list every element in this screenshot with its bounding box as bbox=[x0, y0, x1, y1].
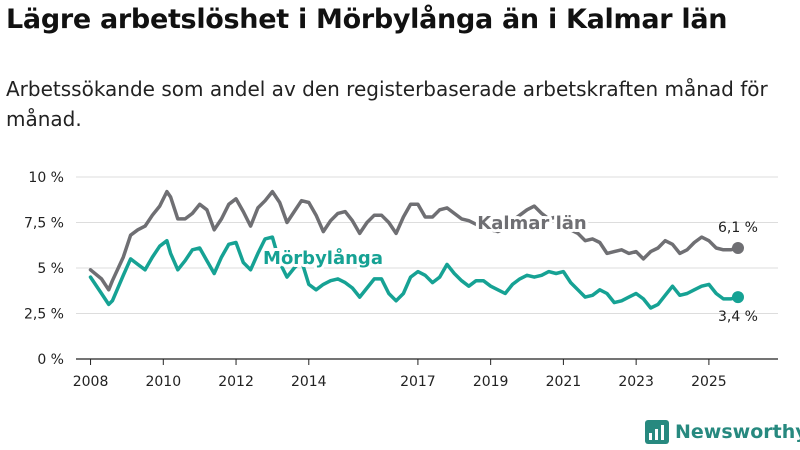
x-tick-label: 2012 bbox=[218, 374, 254, 390]
newsworthy-logo-icon bbox=[645, 420, 669, 444]
end-point-m-rbyl-nga bbox=[731, 291, 744, 304]
x-tick-label: 2008 bbox=[73, 374, 109, 390]
axes: 0 % 2,5 % 5 % 7,5 % 10 % 2008 2010 2012 2014 2017… bbox=[24, 170, 778, 390]
x-tick-label: 2023 bbox=[618, 374, 654, 390]
y-tick-label: 5 % bbox=[37, 261, 64, 277]
chart-title: Lägre arbetslöshet i Mörbylånga än i Kal… bbox=[6, 4, 728, 35]
grid bbox=[76, 176, 778, 314]
series bbox=[88, 189, 744, 310]
end-value-label: 6,1 % bbox=[718, 220, 758, 236]
series-labels: 6,1 % 3,4 % Kalmar län Mörbylånga bbox=[260, 210, 758, 325]
y-tick-label: 7,5 % bbox=[24, 216, 64, 232]
x-tick-label: 2010 bbox=[145, 374, 181, 390]
x-tick-label: 2014 bbox=[291, 374, 327, 390]
brand-logo: Newsworthy bbox=[645, 420, 800, 444]
end-point-kalmar-l-n bbox=[731, 241, 744, 254]
y-tick-label: 0 % bbox=[37, 352, 64, 368]
chart-subtitle: Arbetssökande som andel av den registerb… bbox=[6, 77, 768, 131]
series-line-kalmar-l-n bbox=[88, 189, 740, 292]
x-tick-label: 2025 bbox=[691, 374, 727, 390]
end-value-label: 3,4 % bbox=[718, 309, 758, 325]
x-tick-label: 2019 bbox=[473, 374, 509, 390]
series-line-m-rbyl-nga bbox=[88, 235, 740, 310]
y-tick-label: 10 % bbox=[28, 170, 64, 186]
brand-name: Newsworthy bbox=[675, 421, 800, 443]
series-name-label: Mörbylånga bbox=[263, 247, 383, 269]
series-name-label: Kalmar län bbox=[477, 213, 586, 234]
y-tick-label: 2,5 % bbox=[24, 307, 64, 323]
x-tick-label: 2017 bbox=[400, 374, 436, 390]
x-tick-label: 2021 bbox=[546, 374, 582, 390]
